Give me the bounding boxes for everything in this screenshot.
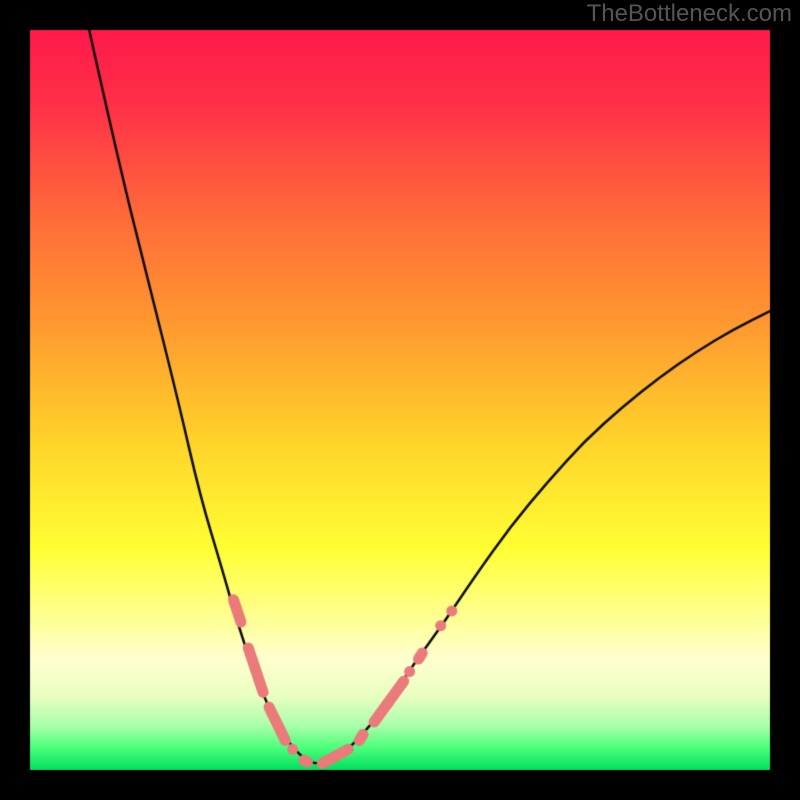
chart-container: TheBottleneck.com [0, 0, 800, 800]
bottleneck-curve-chart [0, 0, 800, 800]
